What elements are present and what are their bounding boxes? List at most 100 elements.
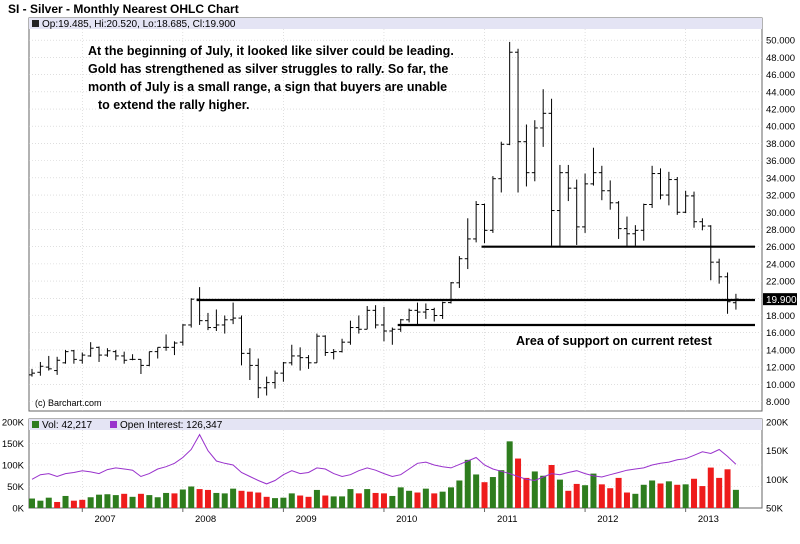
ohlc-bar xyxy=(380,306,387,342)
ohlc-bar xyxy=(322,335,329,356)
open-interest-y-axis: 200K 150K 100K 50K xyxy=(766,418,789,515)
support-resistance-lines xyxy=(196,245,755,327)
ohlc-bar xyxy=(682,190,689,214)
price-tick-label: 50.000 xyxy=(766,36,795,47)
ohlc-bar xyxy=(62,349,69,364)
price-panel-frame xyxy=(28,17,763,412)
ohlc-bar xyxy=(37,361,44,376)
ohlc-bar xyxy=(96,346,103,362)
volume-bar xyxy=(146,495,153,508)
ohlc-bar xyxy=(498,141,505,193)
volume-legend-swatch xyxy=(32,421,39,428)
volume-legend-text: Vol: 42,217 xyxy=(42,420,92,431)
ohlc-bar xyxy=(70,349,77,364)
volume-gridlines xyxy=(29,430,762,508)
ohlc-bar xyxy=(364,306,371,330)
volume-y-axis: 0K 50K 100K 150K 200K xyxy=(2,418,25,515)
ohlc-bar xyxy=(422,303,429,319)
ohlc-bar xyxy=(665,171,672,206)
price-tick-label: 36.000 xyxy=(766,156,795,167)
ohlc-bar xyxy=(121,351,128,364)
ohlc-bar xyxy=(146,351,153,367)
x-tick-label: 2007 xyxy=(94,514,115,525)
ohlc-bar xyxy=(548,98,555,246)
volume-bar xyxy=(29,498,35,508)
x-tick-label: 2008 xyxy=(195,514,216,525)
ohlc-bar xyxy=(590,147,597,186)
ohlc-bar xyxy=(246,348,253,381)
volume-bar xyxy=(221,493,228,508)
volume-bar xyxy=(313,489,320,508)
volume-bar xyxy=(213,492,220,508)
price-tick-label: 24.000 xyxy=(766,259,795,270)
volume-bar xyxy=(137,493,144,508)
volume-bar xyxy=(640,484,647,508)
volume-bar xyxy=(246,491,253,508)
volume-bar xyxy=(615,477,622,508)
ohlc-bar xyxy=(171,341,178,356)
volume-legend-strip xyxy=(29,419,762,430)
volume-bar xyxy=(422,488,429,508)
volume-bar xyxy=(196,489,203,508)
ohlc-bar xyxy=(724,272,731,314)
volume-bar xyxy=(272,498,279,508)
volume-bar xyxy=(288,493,295,508)
ohlc-bar xyxy=(515,48,522,193)
volume-panel-frame xyxy=(28,418,763,509)
volume-bar xyxy=(62,495,69,508)
volume-bar xyxy=(380,493,387,508)
price-tick-label: 28.000 xyxy=(766,225,795,236)
volume-bar xyxy=(238,490,245,508)
ohlc-bar xyxy=(297,347,304,371)
x-tick-label: 2013 xyxy=(698,514,719,525)
ohlc-bar xyxy=(112,349,119,361)
volume-bar xyxy=(414,492,421,508)
volume-bar xyxy=(506,441,513,508)
ohlc-bar xyxy=(523,124,530,187)
volume-bar xyxy=(691,478,698,508)
ohlc-bar xyxy=(188,298,195,328)
ohlc-legend-text: Op:19.485, Hi:20.520, Lo:18.685, Cl:19.9… xyxy=(42,19,236,30)
ohlc-bar xyxy=(45,355,52,371)
ohlc-bar xyxy=(506,41,513,146)
volume-bar xyxy=(515,458,522,508)
ohlc-bar xyxy=(54,356,61,375)
price-tick-label: 26.000 xyxy=(766,242,795,253)
volume-bar xyxy=(171,493,178,508)
ohlc-bar xyxy=(473,201,480,243)
volume-bar xyxy=(104,494,111,508)
volume-bar xyxy=(297,495,304,508)
price-legend-strip xyxy=(29,18,762,29)
volume-tick-label: 50K xyxy=(7,482,25,493)
volume-bar xyxy=(649,480,656,508)
volume-bar xyxy=(154,497,161,508)
volume-bar xyxy=(364,489,371,508)
ohlc-bar xyxy=(389,327,396,345)
ohlc-bar xyxy=(674,176,681,215)
volume-bars xyxy=(29,441,739,508)
ohlc-bar xyxy=(137,358,144,375)
price-tick-label: 10.000 xyxy=(766,380,795,391)
ohlc-bars xyxy=(29,41,739,399)
price-tick-label: 12.000 xyxy=(766,363,795,374)
open-interest-tick-label: 50K xyxy=(766,504,784,515)
ohlc-bar xyxy=(305,355,312,369)
volume-bar xyxy=(129,496,136,508)
ohlc-bar xyxy=(481,203,488,244)
volume-bar xyxy=(179,489,186,508)
open-interest-tick-label: 200K xyxy=(766,418,789,429)
ohlc-bar xyxy=(272,370,279,389)
volume-tick-label: 100K xyxy=(2,461,25,472)
volume-bar xyxy=(548,465,555,508)
x-tick-label: 2010 xyxy=(396,514,417,525)
price-tick-label: 34.000 xyxy=(766,173,795,184)
volume-bar xyxy=(79,499,86,508)
ohlc-bar xyxy=(707,225,714,281)
volume-bar xyxy=(263,496,270,508)
ohlc-bar xyxy=(448,281,454,304)
volume-bar xyxy=(665,481,672,508)
volume-bar xyxy=(582,485,589,508)
ohlc-bar xyxy=(657,168,664,200)
volume-bar xyxy=(280,497,287,508)
x-axis: 2007 2008 2009 2010 2011 2012 2013 xyxy=(81,508,719,525)
